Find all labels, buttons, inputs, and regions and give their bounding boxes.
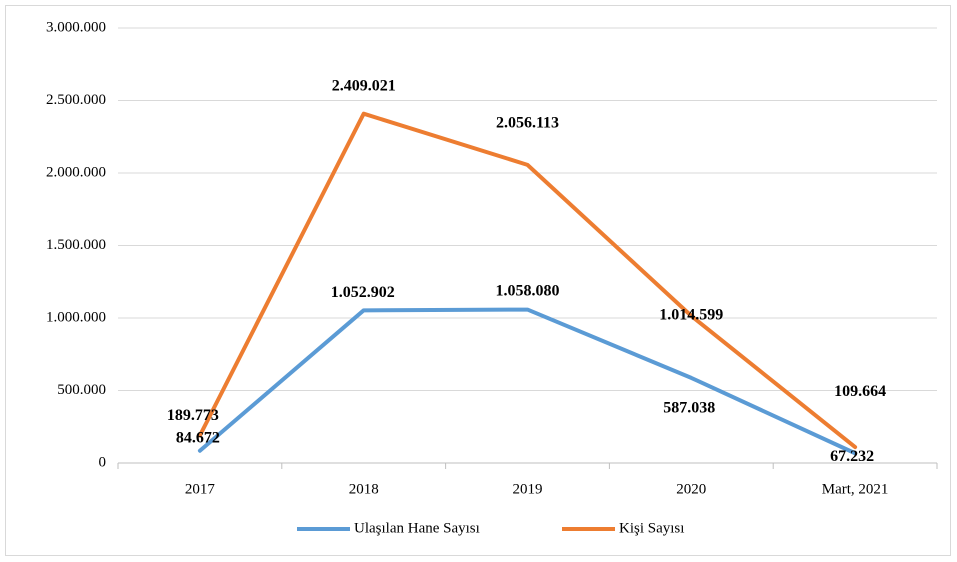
x-tick-label: 2018: [349, 481, 379, 497]
series-line: [197, 307, 858, 456]
y-tick-label: 1.000.000: [46, 309, 106, 325]
data-label: 1.058.080: [496, 282, 560, 299]
data-label: 2.409.021: [332, 77, 396, 94]
data-label: 1.014.599: [659, 307, 723, 324]
data-label: 1.052.902: [331, 284, 395, 301]
y-tick-label: 0: [99, 454, 107, 470]
series-line: [197, 111, 858, 450]
legend-label: Ulaşılan Hane Sayısı: [354, 520, 480, 536]
legend-label: Kişi Sayısı: [619, 520, 684, 536]
y-tick-label: 1.500.000: [46, 237, 106, 253]
y-tick-label: 2.000.000: [46, 164, 106, 180]
x-tick-label: 2017: [185, 481, 216, 497]
data-label: 67.232: [830, 448, 874, 465]
y-tick-label: 500.000: [57, 382, 106, 398]
y-tick-label: 2.500.000: [46, 92, 106, 108]
data-label: 189.773: [167, 407, 219, 424]
x-tick-label: 2020: [676, 481, 706, 497]
data-label: 109.664: [834, 383, 886, 400]
x-tick-label: 2019: [513, 481, 543, 497]
data-label: 2.056.113: [496, 115, 559, 132]
chart-frame: [5, 5, 951, 556]
x-tick-label: Mart, 2021: [822, 481, 889, 497]
data-label: 84.672: [176, 429, 220, 446]
y-tick-label: 3.000.000: [46, 19, 106, 35]
data-label: 587.038: [663, 400, 715, 417]
